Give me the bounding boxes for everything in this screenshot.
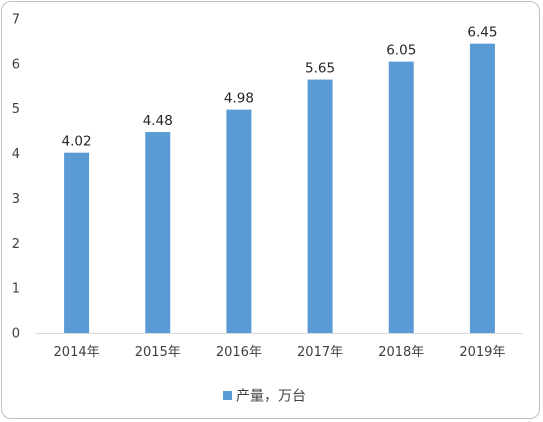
- bar: [469, 43, 495, 334]
- y-tick-label: 0: [12, 327, 20, 342]
- bar: [145, 132, 171, 333]
- y-tick-label: 4: [12, 147, 20, 162]
- bar: [226, 109, 252, 334]
- y-tick-label: 6: [12, 57, 20, 72]
- y-tick-label: 3: [12, 192, 20, 207]
- y-axis-ticks: 0 1 2 3 4 5 6 7: [12, 13, 20, 342]
- x-tick-label: 2019年: [459, 345, 505, 360]
- bars: [64, 43, 495, 334]
- x-tick-label: 2016年: [216, 345, 262, 360]
- data-labels: 4.02 4.48 4.98 5.65 6.05 6.45: [62, 25, 498, 150]
- legend-swatch: [223, 391, 232, 400]
- data-label: 6.05: [386, 43, 416, 59]
- y-tick-label: 2: [12, 237, 20, 252]
- y-tick-label: 1: [12, 282, 20, 297]
- legend-label: 产量，万台: [236, 389, 306, 405]
- bar: [307, 79, 333, 333]
- data-label: 4.98: [224, 91, 254, 107]
- x-tick-label: 2015年: [135, 345, 181, 360]
- legend: 产量，万台: [223, 389, 306, 405]
- data-label: 4.02: [62, 134, 92, 150]
- data-label: 5.65: [305, 61, 335, 77]
- y-tick-label: 5: [12, 102, 20, 117]
- x-tick-label: 2018年: [378, 345, 424, 360]
- x-tick-label: 2017年: [297, 345, 343, 360]
- x-axis-ticks: 2014年 2015年 2016年 2017年 2018年 2019年: [54, 345, 506, 360]
- bar: [64, 152, 90, 333]
- x-tick-label: 2014年: [54, 345, 100, 360]
- data-label: 4.48: [143, 113, 173, 129]
- data-label: 6.45: [467, 25, 497, 41]
- bar: [388, 61, 414, 333]
- y-tick-label: 7: [12, 13, 20, 28]
